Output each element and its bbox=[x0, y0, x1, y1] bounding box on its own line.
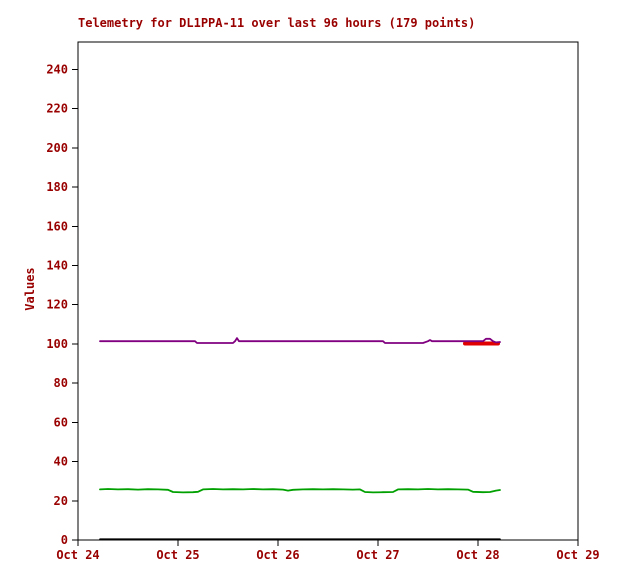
y-tick-label: 80 bbox=[54, 376, 68, 390]
y-tick-label: 20 bbox=[54, 494, 68, 508]
y-tick-label: 240 bbox=[46, 62, 68, 76]
y-tick-label: 200 bbox=[46, 141, 68, 155]
y-tick-label: 40 bbox=[54, 455, 68, 469]
x-tick-label: Oct 29 bbox=[556, 548, 599, 562]
series-purple-channel bbox=[99, 337, 501, 344]
y-tick-label: 180 bbox=[46, 180, 68, 194]
x-tick-label: Oct 25 bbox=[156, 548, 199, 562]
series-green-channel bbox=[99, 488, 501, 494]
y-tick-label: 160 bbox=[46, 219, 68, 233]
x-tick-label: Oct 28 bbox=[456, 548, 499, 562]
y-tick-label: 120 bbox=[46, 298, 68, 312]
y-tick-label: 60 bbox=[54, 415, 68, 429]
y-tick-label: 220 bbox=[46, 102, 68, 116]
chart-title: Telemetry for DL1PPA-11 over last 96 hou… bbox=[78, 16, 476, 30]
y-tick-label: 140 bbox=[46, 259, 68, 273]
x-tick-label: Oct 24 bbox=[56, 548, 99, 562]
x-tick-label: Oct 27 bbox=[356, 548, 399, 562]
x-tick-label: Oct 26 bbox=[256, 548, 299, 562]
y-tick-label: 100 bbox=[46, 337, 68, 351]
y-tick-label: 0 bbox=[61, 533, 68, 547]
plot-border bbox=[77, 41, 579, 541]
